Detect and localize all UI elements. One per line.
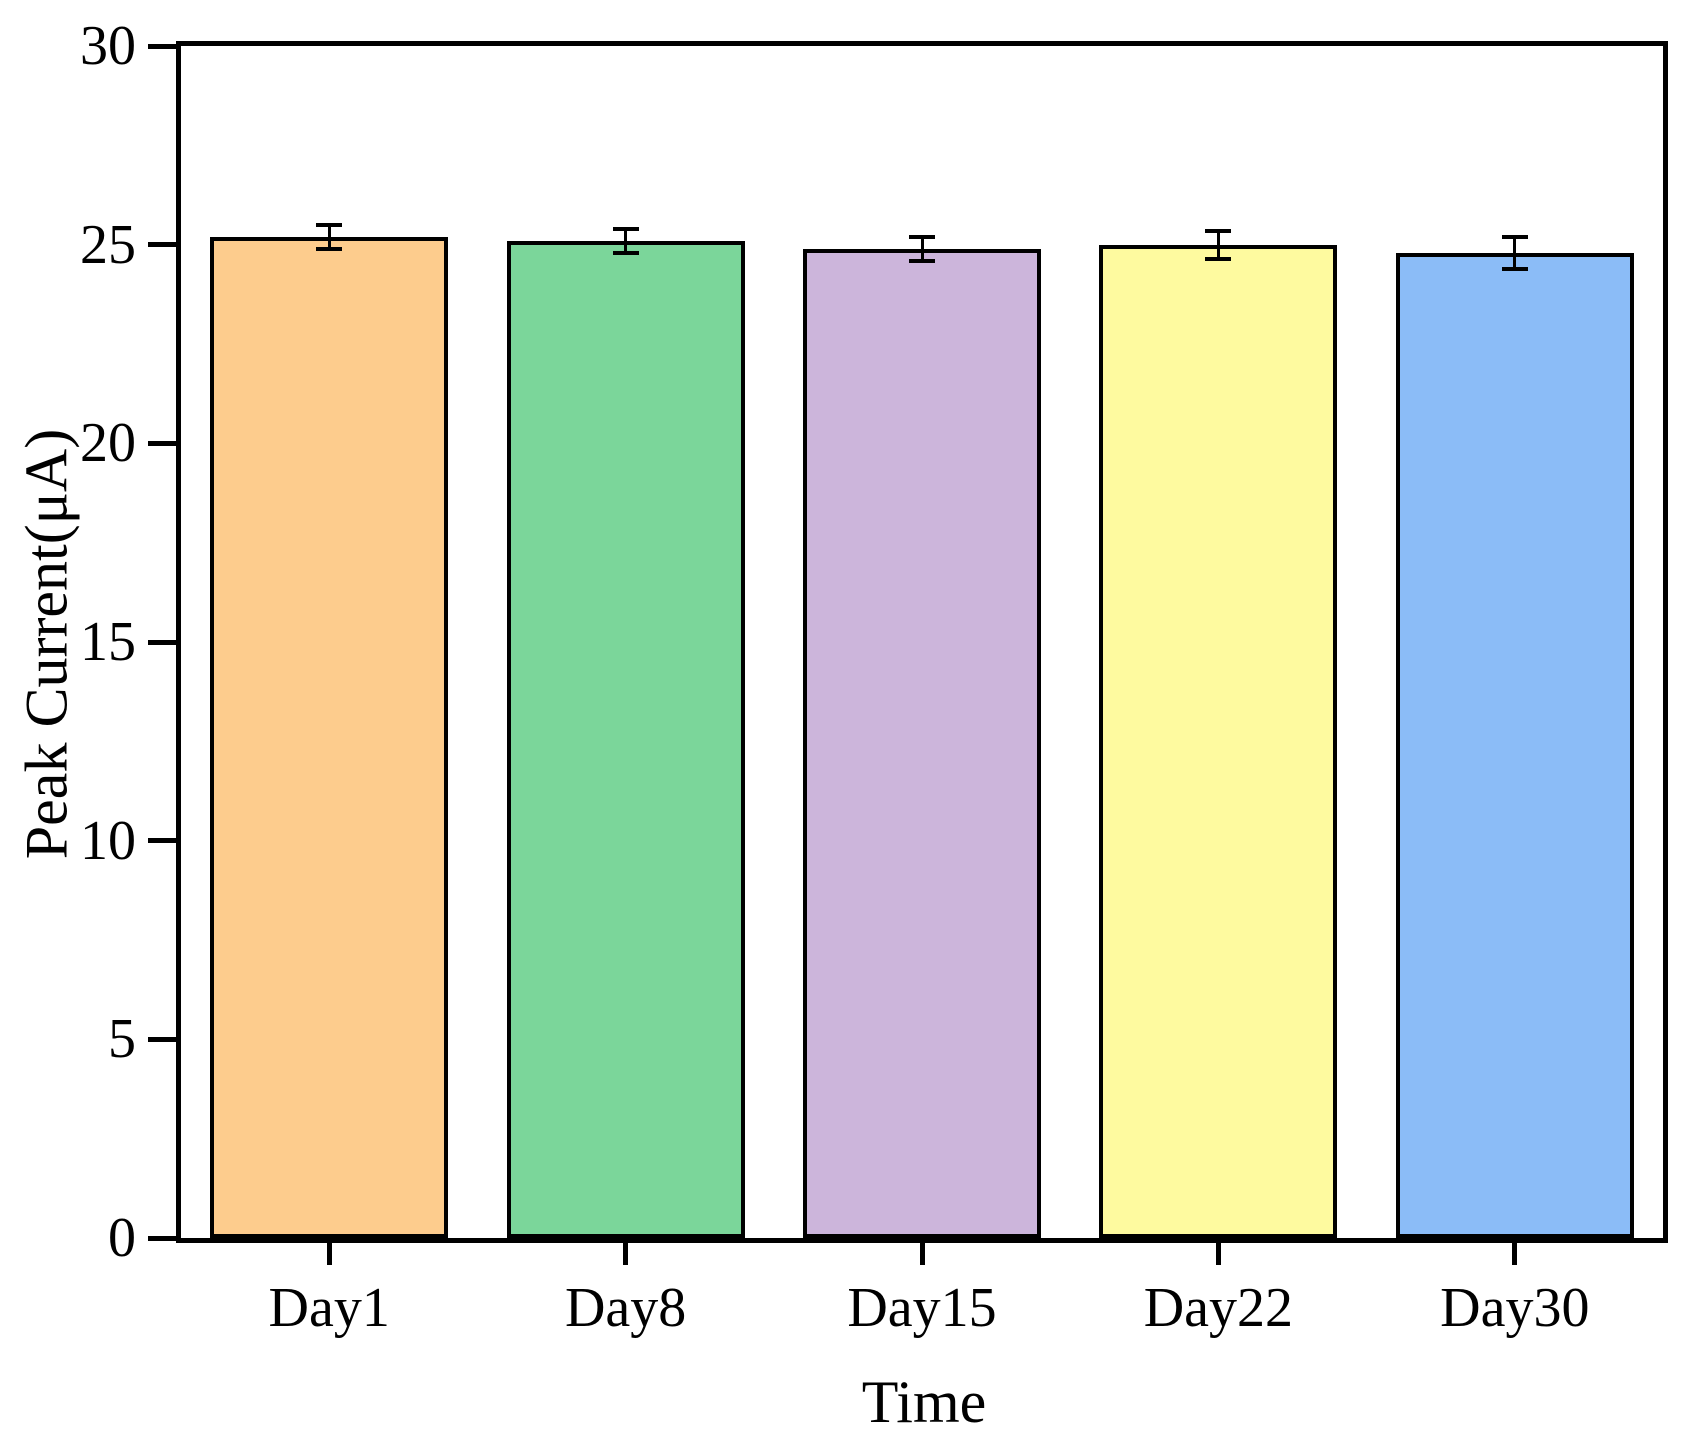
- error-bar-cap-bottom: [1501, 266, 1528, 271]
- error-bar-cap-bottom: [1205, 256, 1232, 261]
- x-axis-tick: [919, 1243, 925, 1265]
- y-axis-tick: [148, 242, 176, 248]
- y-tick-label: 30: [80, 15, 136, 77]
- error-bar-cap-bottom: [909, 258, 935, 263]
- x-axis-title: Time: [861, 1369, 987, 1435]
- error-bar-cap-top: [316, 222, 343, 227]
- bar-day15: [803, 248, 1041, 1238]
- y-axis-tick: [148, 1235, 176, 1241]
- error-bar-cap-bottom: [612, 250, 639, 255]
- x-axis-tick: [326, 1243, 332, 1265]
- plot-area: 0 5 10 15 20 25 30 Day1 Day8 Day15 Day22 Day30: [80, 18, 1668, 1336]
- y-axis-tick: [148, 440, 176, 446]
- error-bar-line: [327, 224, 331, 249]
- y-tick-label: 15: [80, 611, 136, 673]
- x-tick-label: Day22: [1143, 1277, 1294, 1339]
- error-bar-line: [920, 236, 924, 261]
- y-axis-tick: [148, 1036, 176, 1042]
- error-bar-cap-bottom: [316, 246, 343, 251]
- y-axis-tick: [148, 838, 176, 844]
- x-axis-tick: [1215, 1243, 1221, 1265]
- error-bar-cap-top: [909, 234, 935, 239]
- error-bar-line: [624, 228, 628, 253]
- x-tick-label: Day30: [1440, 1277, 1590, 1339]
- error-bar-cap-top: [1501, 234, 1528, 239]
- y-tick-label: 20: [80, 412, 136, 475]
- x-tick-label: Day8: [564, 1277, 687, 1339]
- y-tick-label: 5: [108, 1008, 136, 1071]
- error-bar-cap-top: [1205, 228, 1232, 233]
- y-tick-label: 10: [80, 809, 136, 872]
- x-tick-label: Day15: [847, 1277, 997, 1339]
- x-tick-label: Day1: [268, 1277, 390, 1339]
- bar-day1: [210, 236, 449, 1238]
- y-axis-tick: [148, 639, 176, 645]
- x-axis-tick: [1512, 1243, 1518, 1265]
- error-bar-line: [1216, 230, 1220, 259]
- bar-day30: [1395, 252, 1634, 1238]
- bar-day22: [1099, 244, 1338, 1238]
- error-bar-cap-top: [612, 226, 639, 231]
- bar-day8: [506, 240, 745, 1238]
- y-tick-label: 25: [80, 213, 136, 276]
- x-axis-tick: [623, 1243, 629, 1265]
- y-axis-tick: [148, 43, 176, 49]
- error-bar-line: [1513, 236, 1517, 269]
- y-tick-label: 0: [108, 1207, 136, 1269]
